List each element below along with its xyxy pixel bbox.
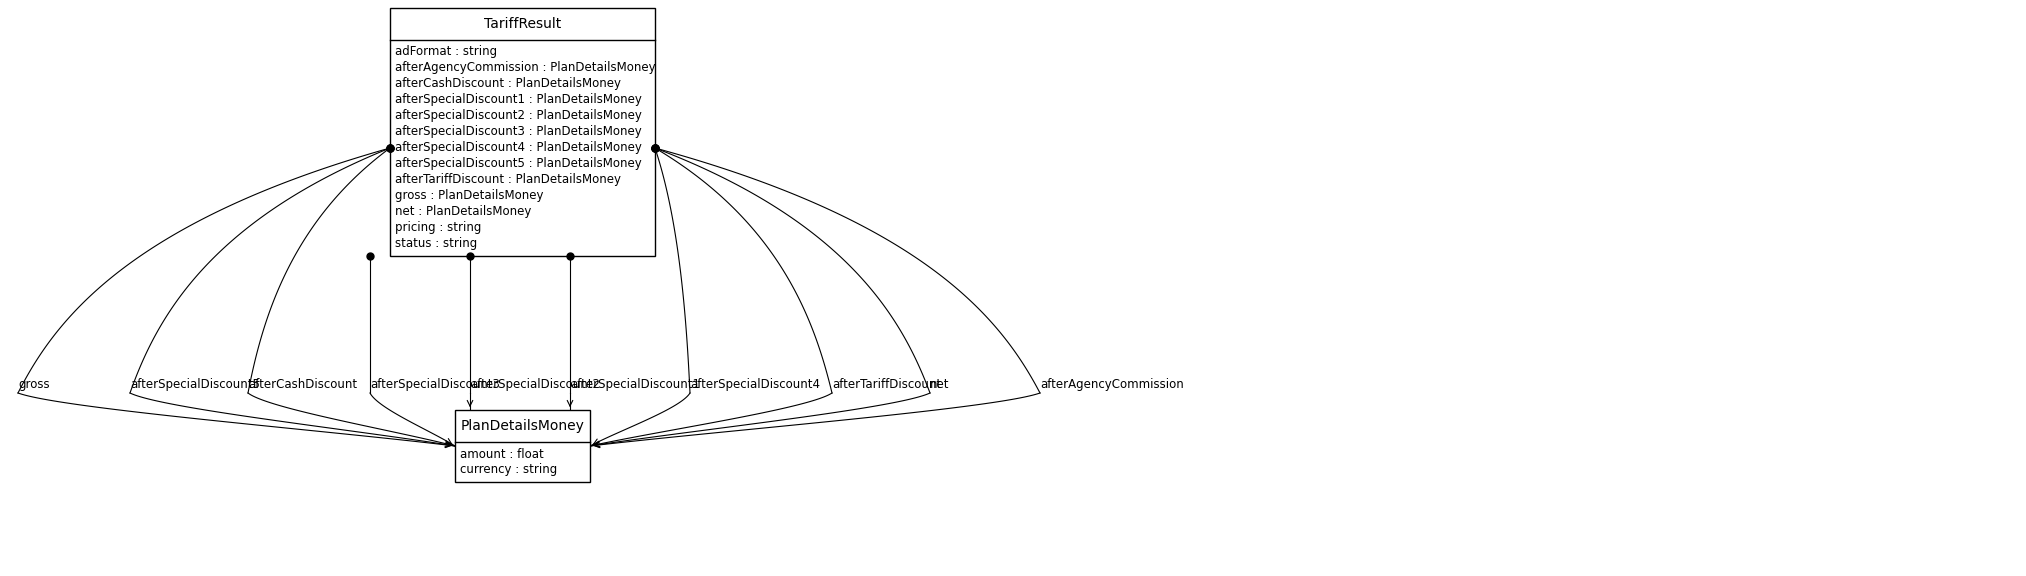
Text: amount : float: amount : float [460, 448, 543, 460]
Text: adFormat : string: adFormat : string [395, 46, 496, 59]
Text: afterSpecialDiscount5: afterSpecialDiscount5 [130, 378, 259, 391]
Text: pricing : string: pricing : string [395, 222, 482, 234]
Text: net: net [930, 378, 950, 391]
Text: PlanDetailsMoney: PlanDetailsMoney [460, 419, 583, 433]
Text: afterSpecialDiscount5 : PlanDetailsMoney: afterSpecialDiscount5 : PlanDetailsMoney [395, 157, 642, 170]
Bar [456, 410, 590, 482]
Text: gross: gross [18, 378, 49, 391]
Text: afterSpecialDiscount3: afterSpecialDiscount3 [371, 378, 500, 391]
Text: afterAgencyCommission: afterAgencyCommission [1039, 378, 1183, 391]
Text: status : string: status : string [395, 237, 478, 251]
Text: afterAgencyCommission : PlanDetailsMoney: afterAgencyCommission : PlanDetailsMoney [395, 62, 656, 74]
Text: afterTariffDiscount: afterTariffDiscount [833, 378, 942, 391]
Text: afterSpecialDiscount4 : PlanDetailsMoney: afterSpecialDiscount4 : PlanDetailsMoney [395, 142, 642, 154]
Text: afterSpecialDiscount1 : PlanDetailsMoney: afterSpecialDiscount1 : PlanDetailsMoney [395, 93, 642, 107]
Text: TariffResult: TariffResult [484, 17, 561, 31]
Text: afterSpecialDiscount2 : PlanDetailsMoney: afterSpecialDiscount2 : PlanDetailsMoney [395, 109, 642, 123]
Text: afterSpecialDiscount4: afterSpecialDiscount4 [691, 378, 821, 391]
Text: afterCashDiscount : PlanDetailsMoney: afterCashDiscount : PlanDetailsMoney [395, 78, 622, 90]
Text: afterCashDiscount: afterCashDiscount [247, 378, 357, 391]
Text: afterSpecialDiscount2: afterSpecialDiscount2 [470, 378, 600, 391]
Text: afterSpecialDiscount1: afterSpecialDiscount1 [569, 378, 701, 391]
Text: afterTariffDiscount : PlanDetailsMoney: afterTariffDiscount : PlanDetailsMoney [395, 173, 622, 187]
Text: afterSpecialDiscount3 : PlanDetailsMoney: afterSpecialDiscount3 : PlanDetailsMoney [395, 126, 642, 138]
Text: gross : PlanDetailsMoney: gross : PlanDetailsMoney [395, 190, 543, 203]
Bar [389, 8, 654, 256]
Text: net : PlanDetailsMoney: net : PlanDetailsMoney [395, 206, 531, 218]
Text: currency : string: currency : string [460, 464, 557, 476]
